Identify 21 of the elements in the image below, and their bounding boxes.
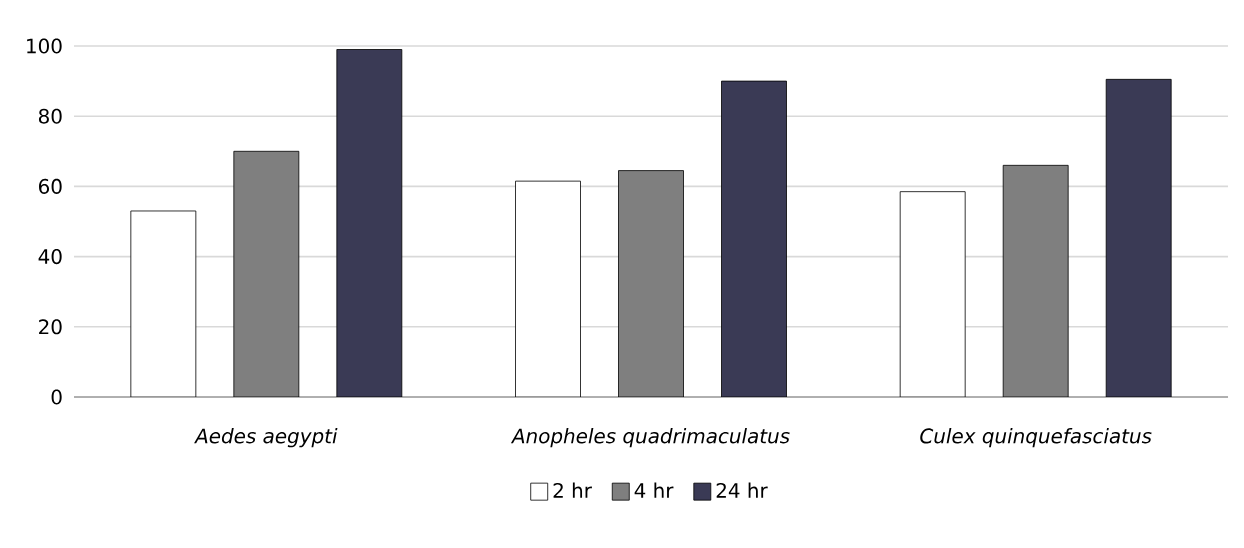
- x-tick-label: Culex quinquefasciatus: [920, 428, 1152, 448]
- bar: [1105, 78, 1172, 397]
- y-tick-label: 80: [38, 108, 62, 124]
- y-tick-label: 100: [27, 38, 62, 54]
- legend-label: 24 hr: [716, 482, 768, 498]
- bar: [1002, 164, 1069, 397]
- x-tick-label: Aedes aegypti: [194, 428, 338, 448]
- y-tick-label: 20: [39, 319, 62, 335]
- bar: [130, 210, 197, 397]
- legend-label: 4 hr: [634, 482, 674, 498]
- bar: [515, 180, 581, 397]
- y-tick-label: 0: [51, 389, 62, 405]
- bar: [618, 170, 684, 397]
- bar: [899, 191, 966, 397]
- y-tick-label: 60: [39, 178, 62, 194]
- bar: [233, 150, 300, 397]
- bar: [721, 80, 787, 397]
- bar: [336, 49, 403, 397]
- legend-label: 2 hr: [553, 482, 592, 498]
- x-tick-label: Anopheles quadrimaculatus: [510, 428, 790, 448]
- y-tick-label: 40: [38, 249, 62, 265]
